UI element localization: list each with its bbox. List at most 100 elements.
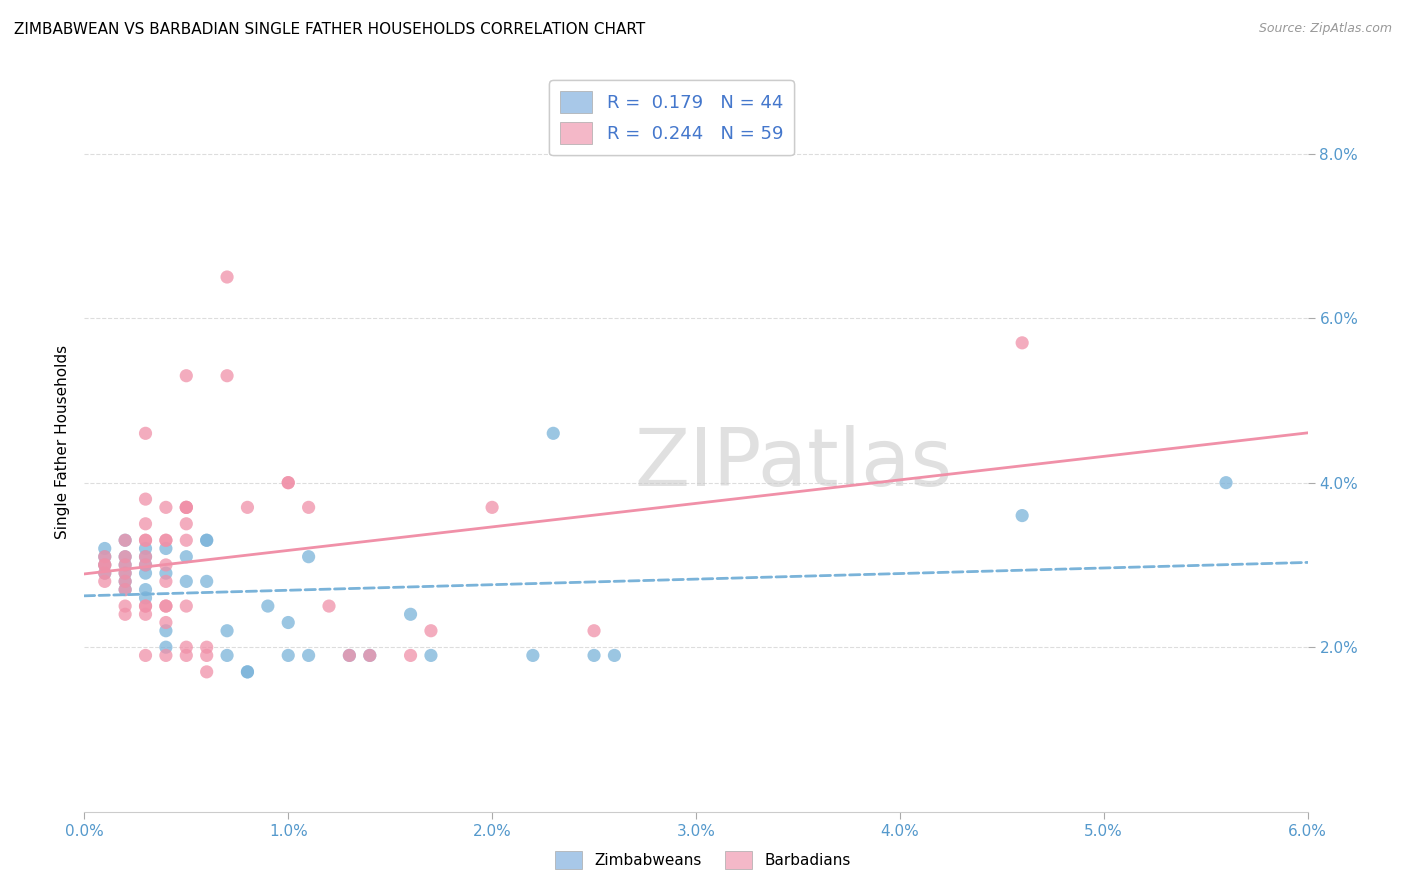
Point — [195, 640, 218, 655]
Legend: Zimbabweans, Barbadians: Zimbabweans, Barbadians — [548, 845, 858, 875]
Point — [195, 648, 218, 663]
Point — [277, 475, 299, 490]
Point — [93, 566, 117, 581]
Point — [420, 624, 443, 638]
Point — [135, 533, 157, 548]
Point — [176, 640, 198, 655]
Point — [155, 640, 177, 655]
Point — [603, 648, 626, 663]
Point — [114, 558, 136, 572]
Point — [155, 599, 177, 613]
Point — [359, 648, 381, 663]
Point — [583, 624, 606, 638]
Point — [298, 549, 321, 564]
Point — [114, 582, 136, 597]
Point — [135, 582, 157, 597]
Point — [277, 648, 299, 663]
Point — [135, 549, 157, 564]
Point — [176, 516, 198, 531]
Point — [257, 599, 280, 613]
Point — [277, 615, 299, 630]
Point — [217, 624, 239, 638]
Point — [1011, 335, 1033, 350]
Point — [114, 566, 136, 581]
Point — [114, 566, 136, 581]
Point — [135, 599, 157, 613]
Point — [1215, 475, 1237, 490]
Point — [236, 665, 259, 679]
Point — [195, 665, 218, 679]
Text: ZIPatlas: ZIPatlas — [634, 425, 953, 503]
Point — [298, 648, 321, 663]
Point — [217, 270, 239, 285]
Point — [236, 500, 259, 515]
Point — [135, 541, 157, 556]
Point — [298, 500, 321, 515]
Point — [114, 533, 136, 548]
Point — [155, 648, 177, 663]
Y-axis label: Single Father Households: Single Father Households — [55, 344, 70, 539]
Point — [114, 574, 136, 589]
Point — [176, 500, 198, 515]
Point — [277, 475, 299, 490]
Point — [135, 516, 157, 531]
Point — [135, 558, 157, 572]
Point — [155, 615, 177, 630]
Point — [236, 665, 259, 679]
Point — [135, 426, 157, 441]
Point — [93, 541, 117, 556]
Point — [155, 541, 177, 556]
Point — [93, 558, 117, 572]
Point — [114, 574, 136, 589]
Point — [135, 607, 157, 622]
Point — [93, 566, 117, 581]
Point — [420, 648, 443, 663]
Point — [114, 558, 136, 572]
Point — [135, 558, 157, 572]
Point — [114, 607, 136, 622]
Point — [481, 500, 503, 515]
Point — [114, 599, 136, 613]
Point — [217, 648, 239, 663]
Point — [155, 599, 177, 613]
Point — [135, 599, 157, 613]
Point — [135, 549, 157, 564]
Point — [195, 533, 218, 548]
Point — [339, 648, 361, 663]
Point — [114, 549, 136, 564]
Point — [176, 599, 198, 613]
Point — [114, 582, 136, 597]
Point — [155, 500, 177, 515]
Point — [114, 533, 136, 548]
Point — [195, 533, 218, 548]
Point — [176, 500, 198, 515]
Point — [135, 492, 157, 507]
Point — [135, 566, 157, 581]
Point — [176, 648, 198, 663]
Point — [155, 574, 177, 589]
Text: Source: ZipAtlas.com: Source: ZipAtlas.com — [1258, 22, 1392, 36]
Point — [93, 549, 117, 564]
Point — [155, 624, 177, 638]
Point — [195, 574, 218, 589]
Point — [543, 426, 565, 441]
Text: ZIMBABWEAN VS BARBADIAN SINGLE FATHER HOUSEHOLDS CORRELATION CHART: ZIMBABWEAN VS BARBADIAN SINGLE FATHER HO… — [14, 22, 645, 37]
Point — [155, 533, 177, 548]
Point — [176, 574, 198, 589]
Point — [522, 648, 544, 663]
Point — [176, 549, 198, 564]
Point — [93, 549, 117, 564]
Point — [114, 549, 136, 564]
Point — [155, 566, 177, 581]
Point — [1011, 508, 1033, 523]
Point — [93, 558, 117, 572]
Point — [176, 500, 198, 515]
Point — [135, 591, 157, 605]
Point — [93, 574, 117, 589]
Point — [359, 648, 381, 663]
Point — [318, 599, 340, 613]
Point — [217, 368, 239, 383]
Point — [399, 607, 422, 622]
Point — [399, 648, 422, 663]
Point — [339, 648, 361, 663]
